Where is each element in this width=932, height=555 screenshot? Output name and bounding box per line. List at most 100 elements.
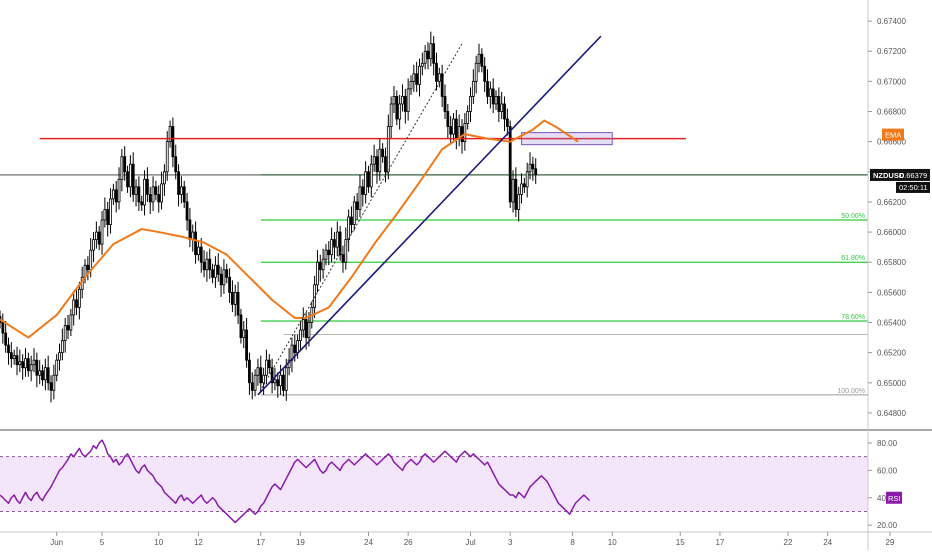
candle-body [194, 231, 197, 256]
candle-body [270, 367, 274, 384]
candle-body [418, 65, 421, 85]
candle-body [123, 156, 127, 173]
candle-body [358, 186, 362, 210]
candle-body [120, 156, 124, 180]
candle-body [503, 103, 506, 120]
candle-body [211, 269, 214, 278]
candle-body [426, 50, 430, 60]
candle-body [29, 364, 33, 372]
candle-body [534, 168, 538, 176]
candle-body [86, 264, 90, 271]
candle-body [406, 88, 410, 112]
candle-body [66, 325, 70, 331]
candle-body [341, 254, 345, 263]
candle-body [372, 156, 376, 165]
candle-body [12, 355, 16, 360]
candle-body [304, 319, 308, 338]
candle-body [525, 171, 529, 188]
time-tick-label: Jun [50, 538, 63, 547]
time-tick-label: 24 [823, 538, 832, 547]
candle-body [316, 261, 319, 286]
rsi-tick-label: 60.00 [877, 466, 898, 475]
time-tick-label: 12 [194, 538, 203, 547]
current-price-label: 0.66379 [900, 171, 927, 180]
candle-body [432, 43, 436, 64]
candle-body [256, 367, 260, 376]
rsi-tick-label: 20.00 [877, 521, 898, 530]
candle-body [111, 189, 115, 200]
time-tick-label: 3 [508, 538, 513, 547]
candle-body [9, 352, 13, 360]
candle-body [222, 269, 226, 286]
candle-body [231, 291, 234, 305]
candle-body [517, 193, 521, 210]
candle-body [454, 118, 458, 140]
price-tick-label: 0.65400 [877, 319, 906, 328]
rsi-badge-label: RSI [888, 494, 901, 503]
candle-body [361, 186, 365, 195]
candle-body [180, 186, 183, 195]
candle-body [460, 126, 464, 143]
price-tick-label: 0.66600 [877, 138, 906, 147]
candle-body [378, 148, 382, 173]
candle-body [282, 374, 285, 391]
candle-body [350, 216, 353, 225]
candle-body [148, 193, 152, 203]
candle-body [440, 73, 444, 97]
candle-body [182, 186, 186, 203]
candle-body [335, 231, 339, 248]
ema-badge: EMA [882, 128, 904, 141]
candle-body [452, 118, 455, 135]
candle-body [248, 359, 251, 384]
candle-body [24, 358, 27, 369]
candle-body [103, 209, 107, 221]
candle-body [508, 126, 512, 203]
candle-body [92, 239, 95, 251]
candle-body [126, 171, 129, 188]
candle-body [233, 291, 237, 305]
fib-level-label: 61.80% [841, 255, 865, 262]
candle-body [236, 291, 240, 316]
candle-body [128, 163, 132, 188]
candle-body [4, 332, 8, 346]
candle-body [214, 264, 217, 278]
candle-body [437, 73, 441, 82]
rsi-badge: RSI [886, 491, 902, 504]
candle-body [284, 367, 288, 391]
candle-body [449, 126, 453, 135]
candle-body [531, 163, 535, 170]
rsi-line [0, 439, 591, 524]
candle-body [55, 359, 59, 376]
candle-body [420, 62, 424, 67]
candle-body [301, 319, 305, 331]
candle-body [18, 361, 22, 366]
time-tick-label: 22 [784, 538, 793, 547]
candle-body [259, 367, 263, 384]
candle-body [265, 359, 268, 376]
candle-body [469, 96, 472, 112]
candle-body [262, 374, 265, 384]
candle-body [109, 198, 112, 225]
price-tick-label: 0.66000 [877, 228, 906, 237]
candle-body [35, 359, 39, 376]
candle-body [202, 261, 206, 271]
candle-body [409, 80, 413, 90]
time-tick-label: 15 [676, 538, 685, 547]
candle-body [307, 322, 311, 338]
candle-body [327, 249, 331, 256]
candle-body [94, 231, 98, 241]
candle-body [41, 370, 44, 381]
candle-body [321, 258, 325, 271]
candle-body [69, 314, 73, 331]
candle-body [63, 325, 67, 341]
candle-body [267, 359, 271, 369]
time-tick-label: Jul [465, 538, 475, 547]
candle-body [137, 186, 141, 203]
candle-body [131, 163, 135, 195]
time-tick-label: 24 [364, 538, 373, 547]
candle-body [43, 367, 47, 381]
candle-body [446, 111, 450, 127]
candle-body [384, 156, 387, 173]
candle-body [497, 96, 501, 112]
candle-body [352, 201, 356, 225]
